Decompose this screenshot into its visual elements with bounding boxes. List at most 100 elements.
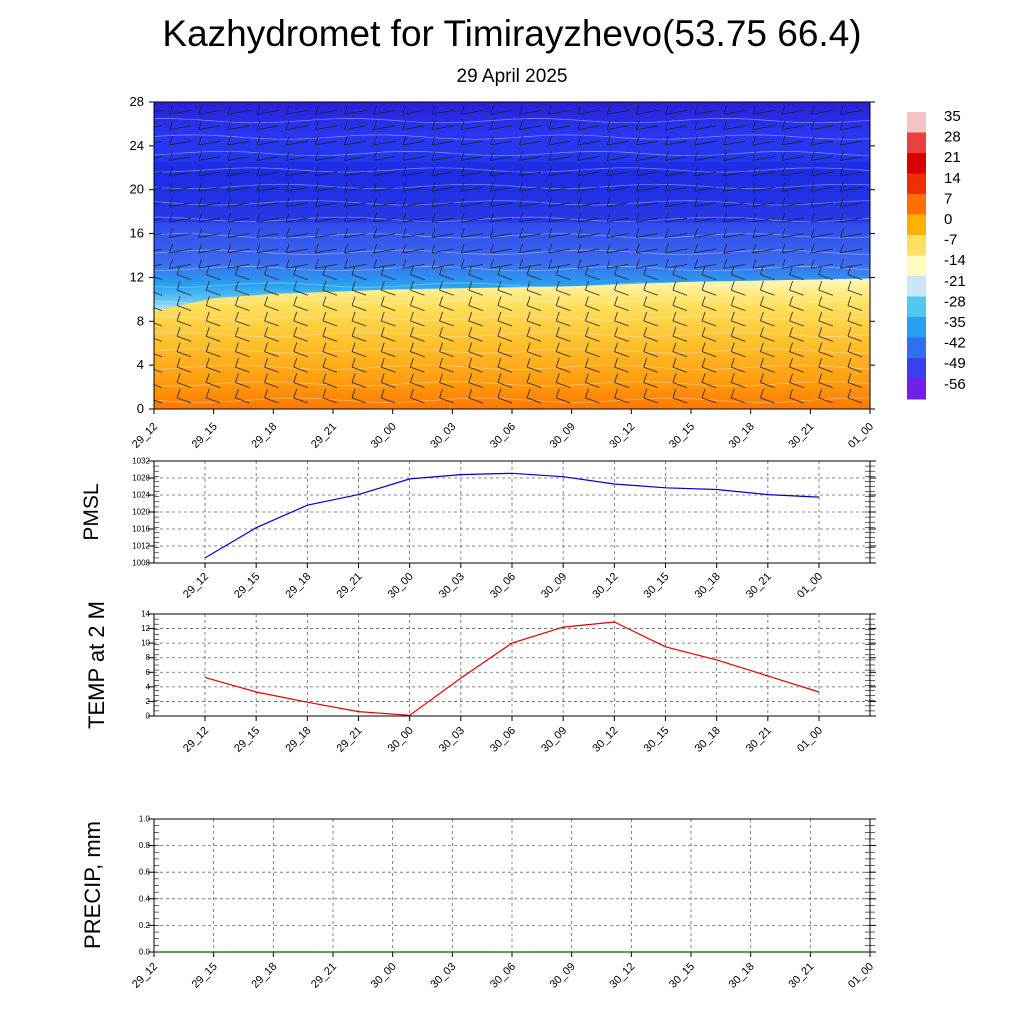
- wind-barb: [198, 233, 221, 238]
- wind-barb: [315, 187, 338, 192]
- colorbar-swatch: [907, 276, 926, 297]
- wind-barb-feather: [351, 296, 356, 306]
- colorbar-label: -28: [944, 293, 966, 310]
- wind-barb-feather: [140, 259, 143, 268]
- colorbar-swatch: [907, 112, 926, 133]
- wind-barb: [373, 217, 396, 223]
- heatmap-x-tick-label: 30_00: [369, 421, 399, 451]
- wind-barb: [636, 264, 658, 269]
- isotherm-contour: [154, 200, 870, 206]
- heatmap-y-tick-label: 12: [130, 269, 144, 284]
- wind-barb-feather: [577, 120, 582, 130]
- wind-barb: [760, 335, 775, 342]
- wind-barb-feather: [198, 197, 203, 207]
- wind-barb-feather: [489, 212, 494, 223]
- wind-barb: [636, 233, 658, 238]
- wind-barb-feather: [781, 182, 786, 192]
- colorbar-label: 14: [944, 170, 961, 187]
- wind-barb-feather: [402, 120, 407, 130]
- wind-barb: [227, 233, 250, 238]
- wind-barb: [256, 202, 279, 208]
- wind-barb-feather: [752, 120, 757, 130]
- wind-barb: [322, 351, 338, 358]
- wind-barb-feather: [752, 243, 757, 253]
- wind-barb: [264, 351, 279, 358]
- wind-barb: [701, 289, 717, 296]
- wind-barb-feather: [694, 151, 698, 161]
- wind-barb: [614, 351, 629, 358]
- wind-barb: [723, 125, 746, 131]
- wind-barb-feather: [431, 243, 436, 253]
- x-tick-label: 30_12: [590, 571, 620, 601]
- wind-barb-feather: [344, 259, 348, 269]
- wind-barb: [461, 202, 483, 208]
- wind-barb-feather: [555, 280, 560, 291]
- wind-barb: [227, 171, 250, 177]
- wind-barb-feather: [373, 105, 378, 115]
- wind-barb-feather: [643, 342, 648, 352]
- wind-barb: [818, 305, 833, 311]
- wind-barb: [577, 264, 600, 269]
- y-tick-label: 4: [146, 682, 151, 691]
- wind-barb: [847, 382, 863, 388]
- wind-barb-feather: [431, 259, 436, 269]
- wind-barb-feather: [198, 151, 203, 161]
- wind-barb-feather: [148, 312, 151, 321]
- wind-barb-feather: [760, 342, 764, 352]
- wind-barb: [818, 289, 833, 296]
- wind-barb: [519, 264, 542, 269]
- wind-barb: [665, 156, 688, 161]
- wind-barb-feather: [176, 311, 181, 321]
- wind-barb: [169, 248, 192, 254]
- wind-barb: [256, 264, 279, 269]
- wind-barb-feather: [818, 388, 823, 398]
- wind-barb: [672, 366, 688, 373]
- isotherm-contour: [154, 150, 870, 157]
- wind-barb-feather: [839, 166, 844, 176]
- colorbar-swatch: [907, 132, 926, 154]
- wind-barb-feather: [205, 357, 210, 368]
- wind-barb: [694, 233, 717, 238]
- wind-barb-feather: [205, 342, 210, 352]
- wind-barb-feather: [810, 120, 815, 130]
- wind-barb: [672, 382, 688, 388]
- wind-barb: [264, 397, 279, 404]
- colorbar-swatch: [907, 358, 926, 379]
- heatmap-x-tick-label: 30_06: [488, 421, 518, 451]
- x-tick-label: 30_15: [642, 571, 672, 601]
- wind-barb: [497, 274, 513, 281]
- wind-barb: [752, 248, 775, 254]
- wind-barb-feather: [847, 311, 852, 321]
- wind-barb-feather: [402, 259, 407, 269]
- wind-barb-feather: [810, 182, 815, 192]
- wind-barb: [665, 264, 688, 269]
- wind-barb-feather: [810, 197, 815, 207]
- wind-barb-feather: [402, 182, 407, 192]
- wind-barb-feather: [672, 327, 677, 337]
- cold-core-band: [154, 162, 870, 223]
- wind-barb: [322, 397, 338, 404]
- wind-barb-feather: [344, 151, 348, 161]
- wind-barb-feather: [176, 342, 181, 352]
- y-tick-label: 1008: [132, 559, 150, 568]
- wind-barb: [468, 305, 483, 311]
- wind-barb-feather: [410, 311, 414, 321]
- wind-barb-feather: [672, 311, 677, 321]
- heatmap-y-tick-label: 0: [137, 401, 144, 416]
- wind-barb-feather: [322, 296, 327, 306]
- wind-barb: [322, 320, 338, 327]
- panel-ylabel: PRECIP, mm: [80, 821, 105, 949]
- wind-barb: [643, 397, 658, 404]
- wind-barb-feather: [293, 296, 298, 306]
- wind-barb: [636, 202, 658, 208]
- wind-barb-feather: [431, 166, 436, 176]
- wind-barb: [439, 382, 454, 388]
- wind-barb: [381, 274, 396, 281]
- wind-barb-feather: [497, 357, 502, 368]
- x-tick-label: 30_15: [642, 725, 672, 755]
- wind-barb-feather: [577, 135, 582, 146]
- wind-barb: [643, 351, 658, 358]
- wind-barb-feather: [227, 182, 232, 192]
- wind-barb-feather: [227, 105, 232, 115]
- wind-barb-feather: [519, 135, 523, 146]
